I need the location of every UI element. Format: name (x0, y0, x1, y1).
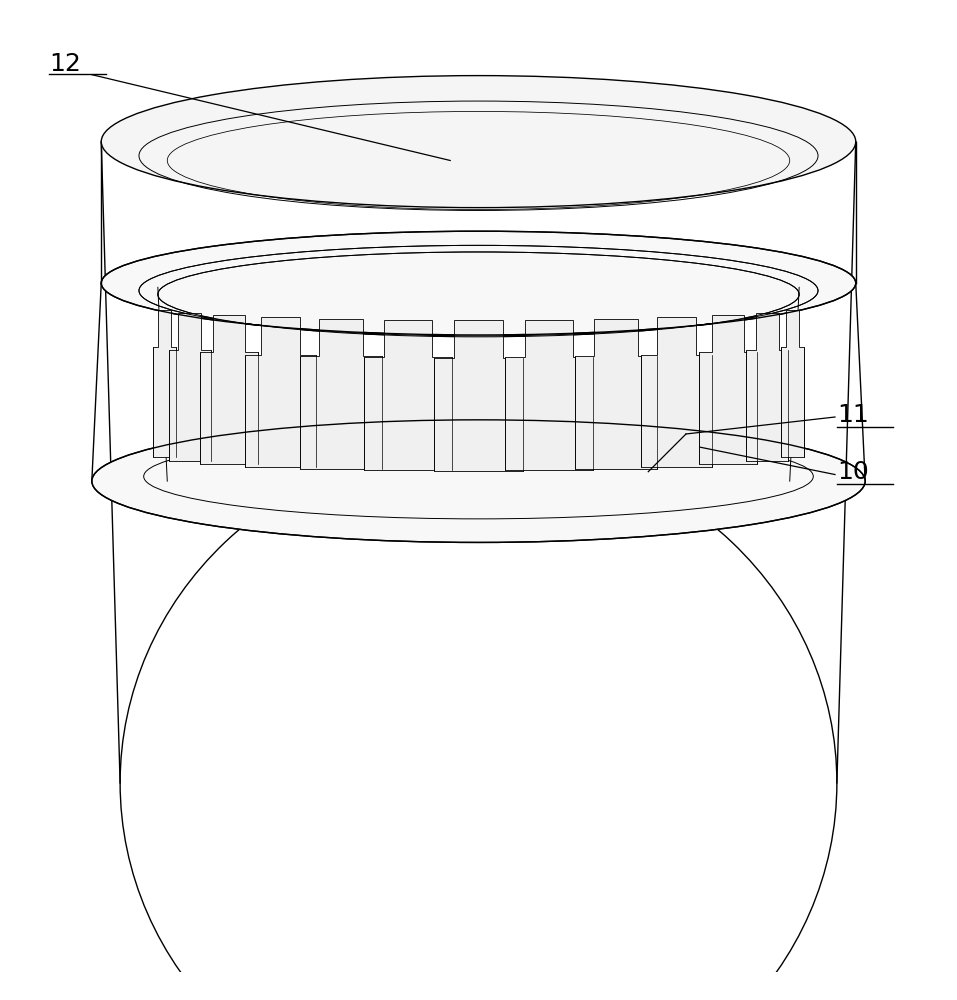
Polygon shape (200, 315, 258, 464)
Text: 10: 10 (836, 460, 869, 484)
Ellipse shape (92, 420, 865, 542)
Polygon shape (746, 313, 788, 461)
Ellipse shape (101, 231, 856, 335)
Text: 12: 12 (50, 52, 81, 76)
Ellipse shape (101, 76, 856, 208)
Ellipse shape (121, 442, 836, 1000)
Polygon shape (300, 319, 382, 469)
Polygon shape (781, 310, 805, 457)
Polygon shape (641, 317, 712, 467)
Polygon shape (505, 320, 592, 470)
Text: 11: 11 (836, 403, 869, 427)
Polygon shape (699, 315, 757, 464)
Polygon shape (169, 313, 211, 461)
Polygon shape (152, 310, 176, 457)
Polygon shape (434, 320, 523, 471)
Polygon shape (365, 320, 452, 470)
Polygon shape (575, 319, 657, 469)
Polygon shape (245, 317, 316, 467)
